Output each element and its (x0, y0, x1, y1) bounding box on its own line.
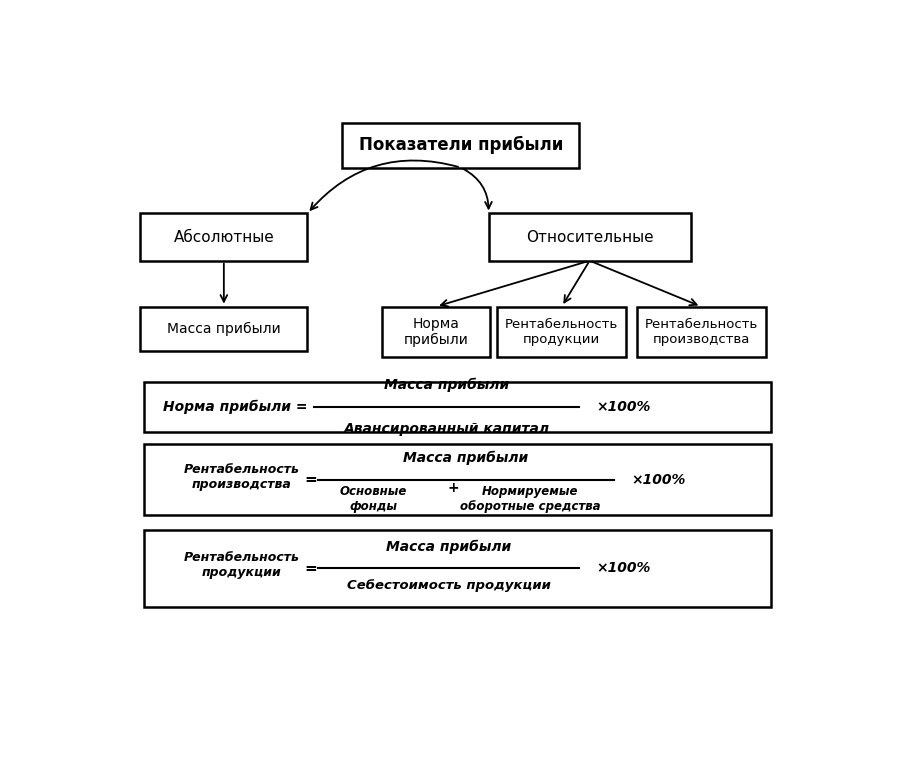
Text: Нормируемые
оборотные средства: Нормируемые оборотные средства (460, 485, 601, 514)
Text: Абсолютные: Абсолютные (174, 230, 274, 244)
Text: Показатели прибыли: Показатели прибыли (359, 136, 563, 154)
Text: Авансированный капитал: Авансированный капитал (343, 422, 550, 436)
FancyBboxPatch shape (343, 123, 579, 167)
Text: Масса прибыли: Масса прибыли (404, 451, 529, 465)
Text: Рентабельность
продукции: Рентабельность продукции (505, 318, 619, 346)
Text: Рентабельность
производства: Рентабельность производства (183, 462, 299, 491)
FancyBboxPatch shape (140, 214, 307, 260)
FancyBboxPatch shape (144, 382, 770, 432)
FancyBboxPatch shape (144, 444, 770, 515)
Text: =: = (305, 472, 317, 487)
FancyBboxPatch shape (497, 306, 627, 357)
FancyBboxPatch shape (489, 214, 690, 260)
Text: Масса прибыли: Масса прибыли (386, 540, 512, 554)
Text: Основные
фонды: Основные фонды (340, 485, 407, 514)
Text: Рентабельность
производства: Рентабельность производства (645, 318, 758, 346)
Text: Масса прибыли: Масса прибыли (384, 378, 510, 392)
Text: Себестоимость продукции: Себестоимость продукции (347, 579, 550, 592)
Text: +: + (448, 482, 459, 495)
Text: =: = (305, 561, 317, 576)
FancyBboxPatch shape (144, 530, 770, 607)
Text: ×100%: ×100% (597, 561, 651, 575)
FancyBboxPatch shape (636, 306, 766, 357)
Text: ×100%: ×100% (631, 472, 686, 486)
Text: Норма
прибыли: Норма прибыли (404, 316, 468, 347)
Text: Относительные: Относительные (526, 230, 654, 244)
Text: Рентабельность
продукции: Рентабельность продукции (183, 551, 299, 579)
Text: ×100%: ×100% (597, 400, 651, 414)
FancyBboxPatch shape (382, 306, 490, 357)
Text: Масса прибыли: Масса прибыли (167, 322, 280, 336)
FancyBboxPatch shape (140, 306, 307, 351)
Text: Норма прибыли =: Норма прибыли = (163, 400, 307, 414)
